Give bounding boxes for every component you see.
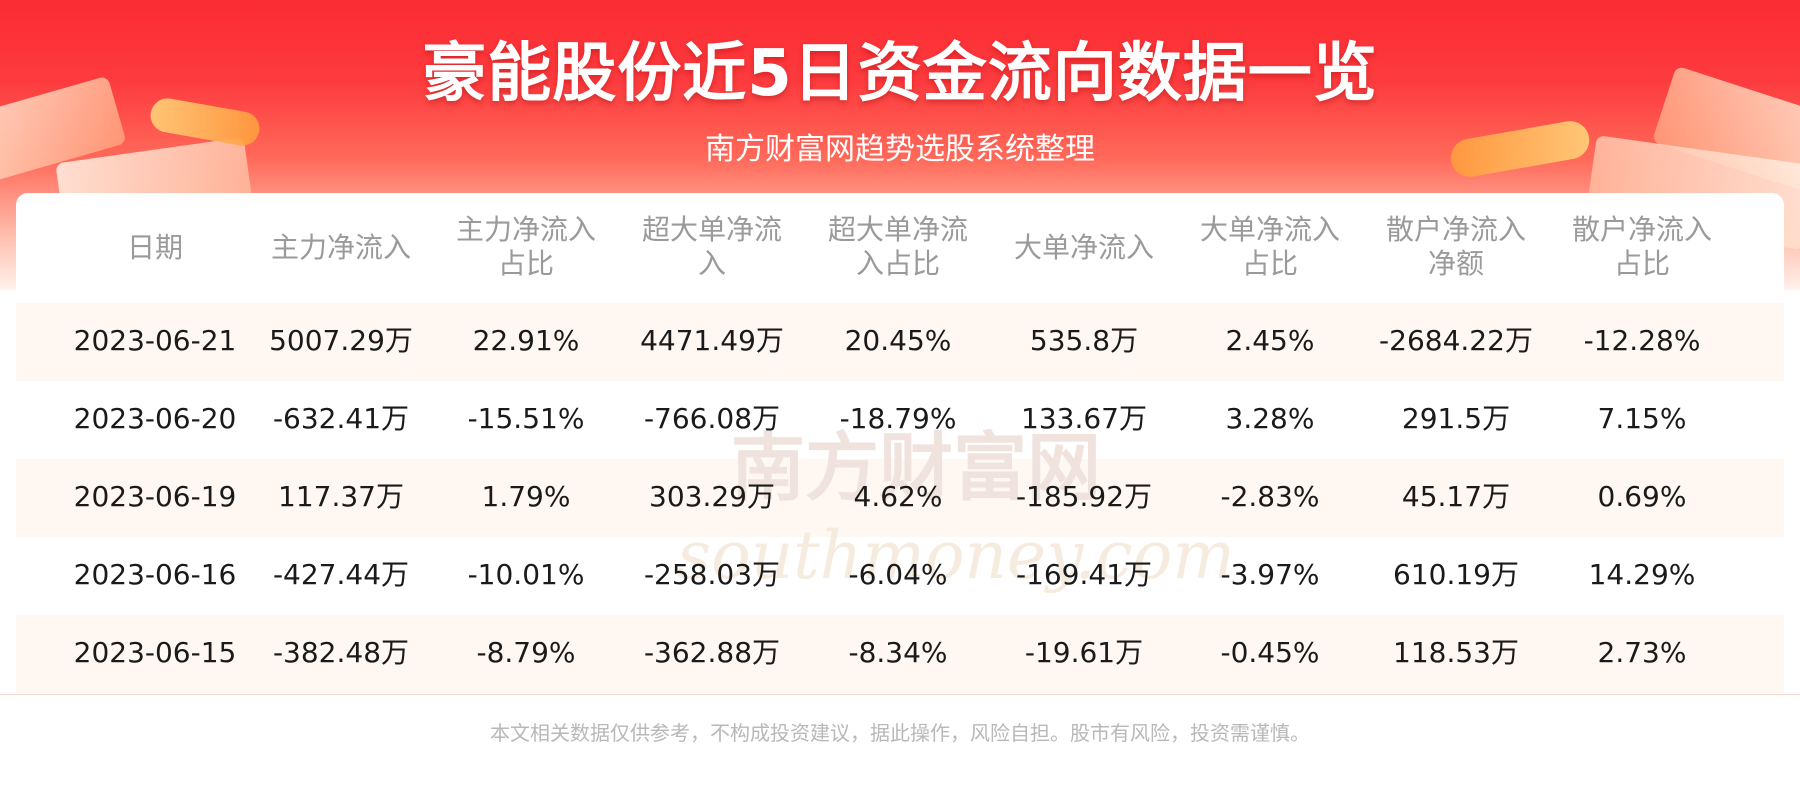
table-cell: -427.44万 [273,558,409,591]
table-cell: -258.03万 [644,558,780,591]
column-header: 入 [698,247,726,280]
disclaimer-text: 本文相关数据仅供参考，不构成投资建议，据此操作，风险自担。股市有风险，投资需谨慎… [490,721,1310,745]
date-cell: 2023-06-16 [74,558,237,591]
table-cell: -2684.22万 [1379,324,1533,357]
row-stripe [16,303,1784,381]
table-cell: 535.8万 [1030,324,1138,357]
column-header: 超大单净流 [642,213,782,246]
table-cell: -362.88万 [644,636,780,669]
table-cell: 117.37万 [278,480,404,513]
date-cell: 2023-06-19 [74,480,237,513]
table-cell: -12.28% [1584,324,1701,357]
column-header: 净额 [1428,247,1484,280]
table-cell: -10.01% [468,558,585,591]
column-header: 占比 [1242,247,1298,280]
table-cell: 20.45% [845,324,952,357]
watermark-en: southmoney.com [677,517,1235,594]
table-cell: 1.79% [482,480,571,513]
table-cell: 4.62% [854,480,943,513]
table-cell: -169.41万 [1016,558,1152,591]
table-cell: 2.45% [1226,324,1315,357]
column-header: 大单净流入 [1200,213,1340,246]
table-cell: -766.08万 [644,402,780,435]
column-header: 占比 [498,247,554,280]
table-cell: -382.48万 [273,636,409,669]
date-cell: 2023-06-15 [74,636,237,669]
column-header: 主力净流入 [456,213,596,246]
table-cell: 303.29万 [649,480,775,513]
table-cell: 291.5万 [1402,402,1510,435]
page-title: 豪能股份近5日资金流向数据一览 [422,37,1378,111]
table-cell: 4471.49万 [640,324,784,357]
column-header: 日期 [127,231,183,264]
page-subtitle: 南方财富网趋势选股系统整理 [705,132,1095,167]
date-cell: 2023-06-21 [74,324,237,357]
table-cell: 2.73% [1598,636,1687,669]
table-cell: 7.15% [1598,402,1687,435]
column-header: 超大单净流 [828,213,968,246]
date-cell: 2023-06-20 [74,402,237,435]
column-header: 占比 [1614,247,1670,280]
table-cell: -3.97% [1220,558,1319,591]
table-cell: 22.91% [473,324,580,357]
column-header: 散户净流入 [1386,213,1526,246]
table-cell: -6.04% [848,558,947,591]
table-cell: 45.17万 [1402,480,1510,513]
table-cell: -0.45% [1220,636,1319,669]
column-header: 散户净流入 [1572,213,1712,246]
column-header: 入占比 [856,247,940,280]
table-cell: 3.28% [1226,402,1315,435]
table-cell: -15.51% [468,402,585,435]
column-header: 主力净流入 [271,231,411,264]
table-cell: -185.92万 [1016,480,1152,513]
table-cell: 5007.29万 [269,324,413,357]
table-cell: 610.19万 [1393,558,1519,591]
table-card: 南方财富网 southmoney.com 日期 主力净流入 主力净流入 占比 超大单净流入超… [16,193,1784,693]
table-cell: -632.41万 [273,402,409,435]
table-cell: 14.29% [1589,558,1696,591]
table-cell: -8.79% [476,636,575,669]
table-cell: -18.79% [840,402,957,435]
table-cell: -2.83% [1220,480,1319,513]
watermark-cn: 南方财富网 [731,425,1101,511]
table-cell: 118.53万 [1393,636,1519,669]
column-header: 大单净流入 [1014,231,1154,264]
footer: 本文相关数据仅供参考，不构成投资建议，据此操作，风险自担。股市有风险，投资需谨慎… [0,694,1800,801]
row-stripe [16,459,1784,537]
row-stripe [16,615,1784,693]
table-cell: -19.61万 [1025,636,1143,669]
table-cell: -8.34% [848,636,947,669]
table-cell: 133.67万 [1021,402,1147,435]
table-cell: 0.69% [1598,480,1687,513]
